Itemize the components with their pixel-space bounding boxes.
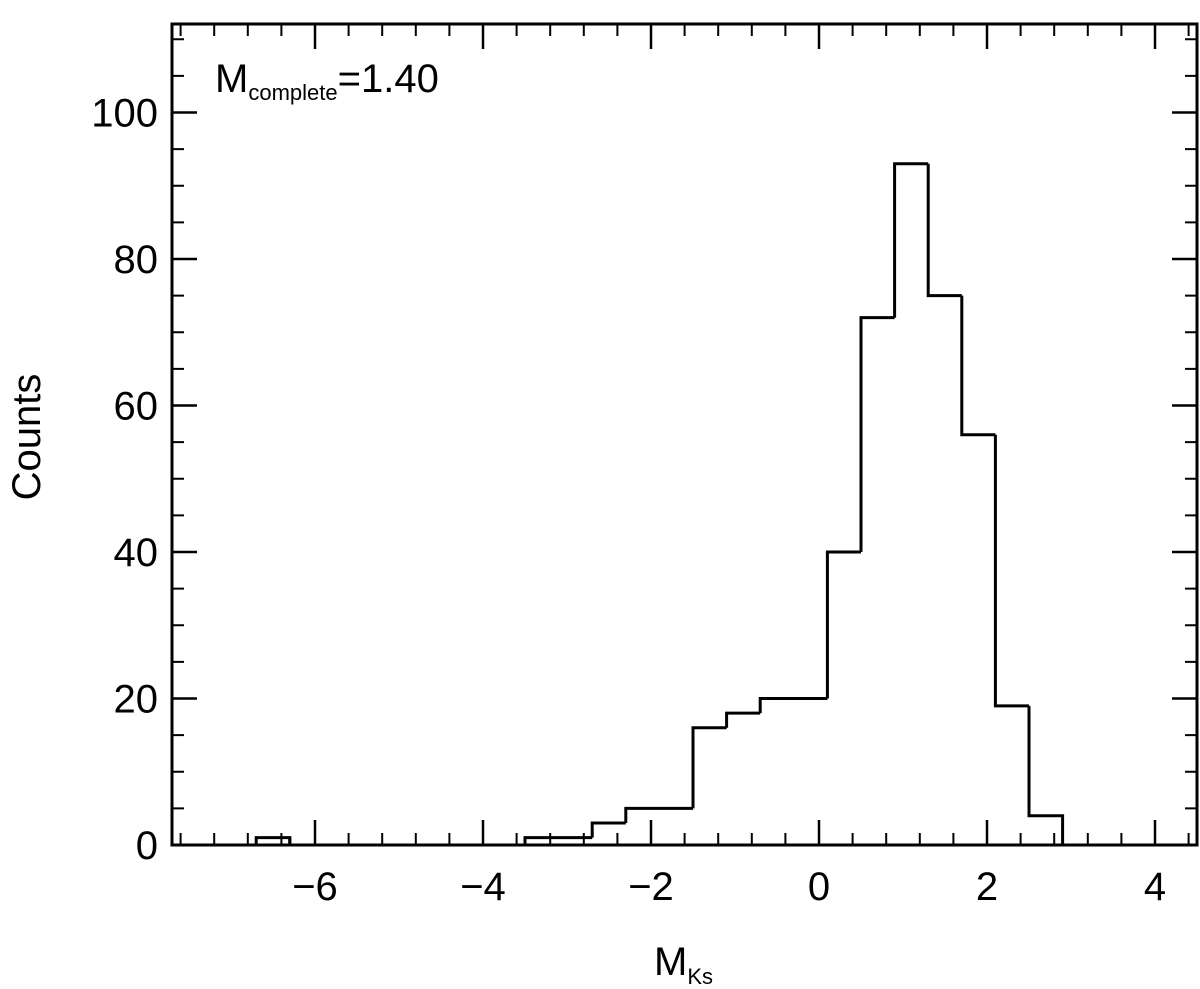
histogram-bin <box>590 821 626 838</box>
y-tick-label: 40 <box>114 531 159 575</box>
histogram-bin <box>288 837 525 847</box>
histogram-bin <box>624 806 693 824</box>
y-tick-label: 80 <box>114 238 159 282</box>
y-tick-label: 60 <box>114 385 159 429</box>
histogram-bin <box>825 550 861 699</box>
completeness-annotation: Mcomplete=1.40 <box>215 57 439 105</box>
histogram-bin <box>926 163 962 298</box>
histogram-bin <box>859 316 895 552</box>
x-tick-label: −4 <box>460 865 506 909</box>
y-tick-label: 100 <box>91 92 158 136</box>
histogram-series <box>254 162 1065 847</box>
histogram-bin <box>758 697 828 714</box>
x-tick-label: −2 <box>628 865 674 909</box>
histogram-bin <box>893 162 929 318</box>
axis-ticks <box>172 24 1197 845</box>
y-tick-label: 0 <box>136 824 158 868</box>
histogram-bin <box>725 711 761 728</box>
x-tick-label: 0 <box>808 865 830 909</box>
histogram-bin <box>691 726 727 809</box>
plot-border <box>170 22 1199 847</box>
x-tick-label: −6 <box>292 865 338 909</box>
histogram-bin <box>960 295 996 437</box>
x-axis-label: MKs <box>654 940 713 989</box>
y-tick-label: 20 <box>114 678 159 722</box>
histogram-bin <box>523 836 593 845</box>
plot-frame <box>170 22 1199 847</box>
histogram-bin <box>993 434 1029 708</box>
x-tick-label: 2 <box>976 865 998 909</box>
x-tick-label: 4 <box>1144 865 1166 909</box>
y-axis-label: Counts <box>5 374 49 501</box>
histogram-bin <box>1027 705 1065 845</box>
